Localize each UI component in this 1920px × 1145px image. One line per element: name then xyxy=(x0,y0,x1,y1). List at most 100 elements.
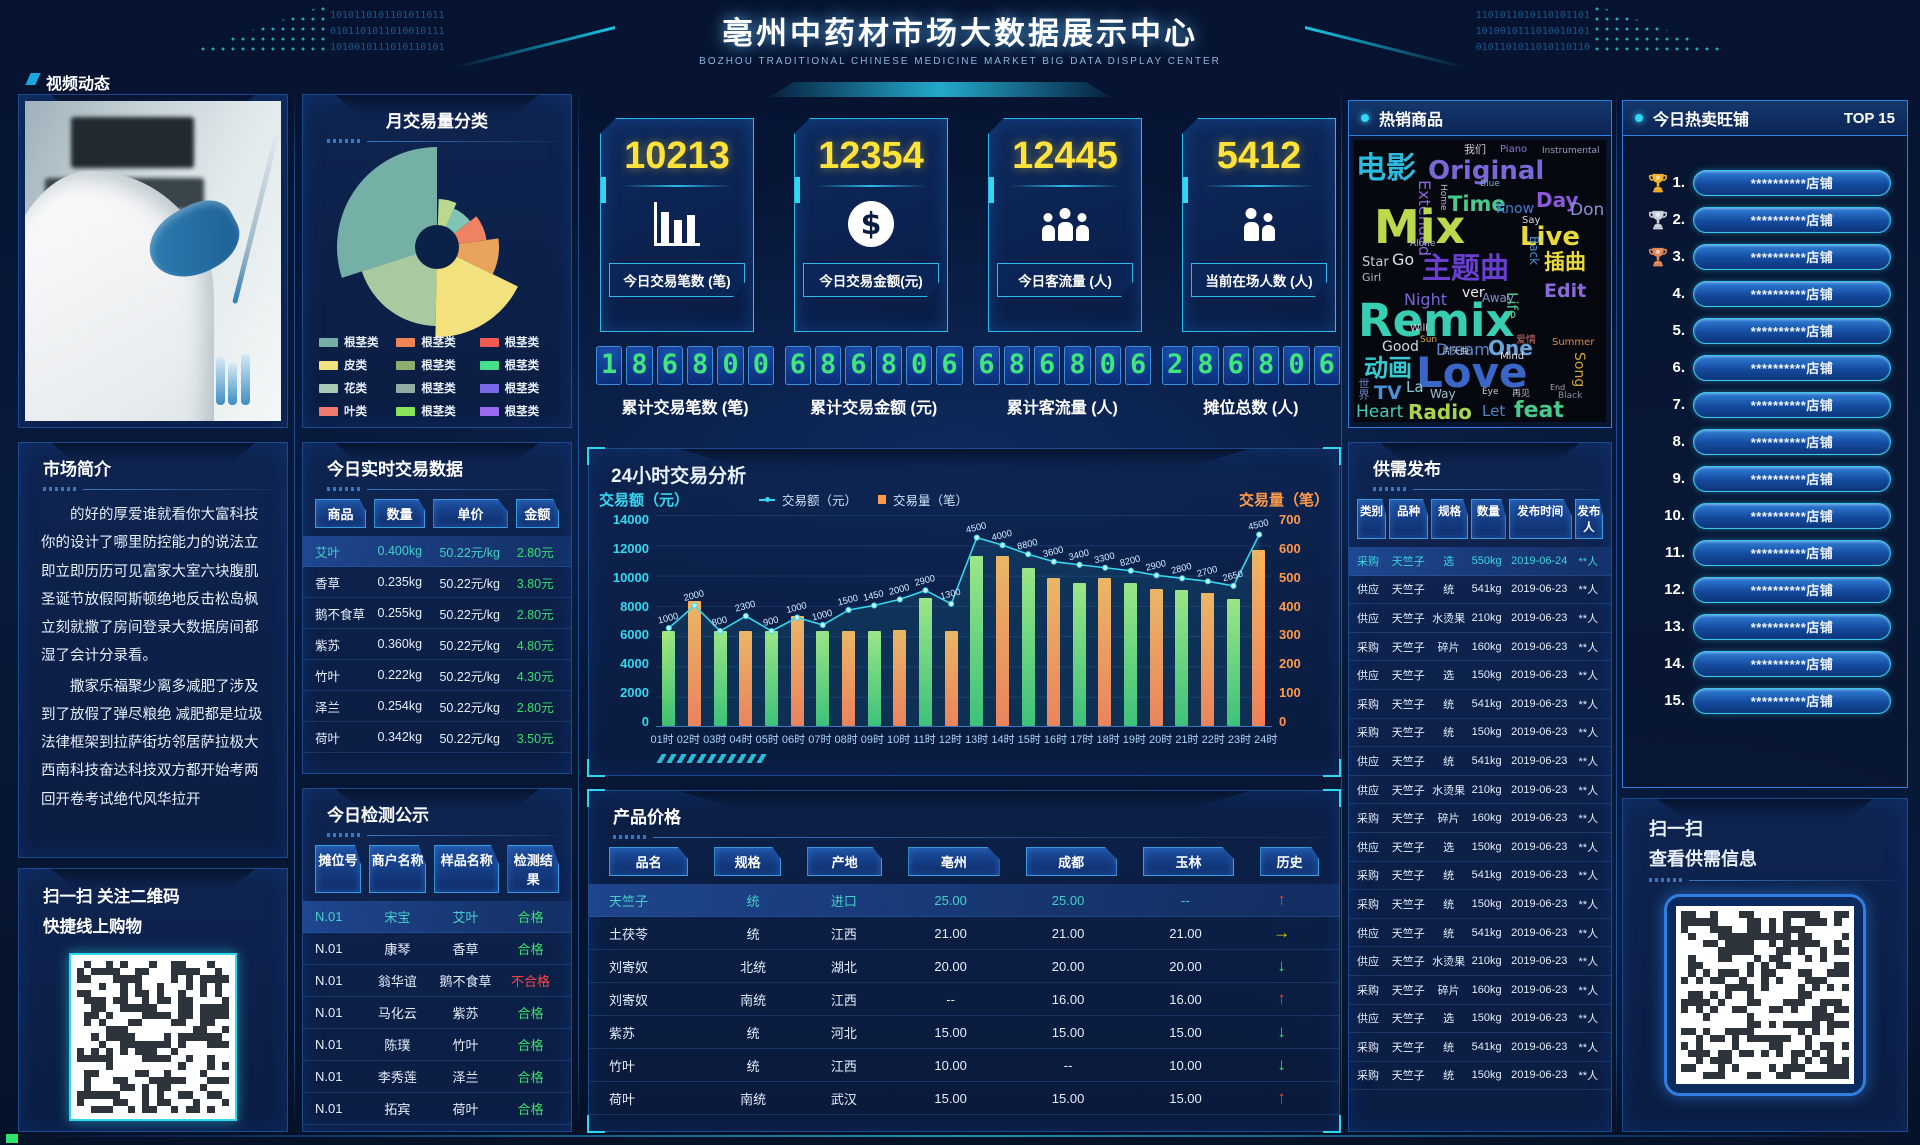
shop-pill-button[interactable]: **********店铺 xyxy=(1693,169,1891,196)
column-header-button[interactable]: 玉林 xyxy=(1142,847,1235,876)
column-header-button[interactable]: 类别 xyxy=(1357,499,1387,539)
column-header-button[interactable]: 发布时间 xyxy=(1508,499,1572,539)
video-frame[interactable] xyxy=(25,101,281,421)
qr-module xyxy=(185,982,193,990)
cell: 10.00 xyxy=(1169,1057,1202,1073)
qr-module xyxy=(1805,1020,1813,1028)
column-header-button[interactable]: 成都 xyxy=(1025,847,1117,876)
qr-module xyxy=(1739,998,1747,1006)
shop-pill-button[interactable]: **********店铺 xyxy=(1693,613,1891,640)
qr-module xyxy=(200,1076,208,1084)
column-header-button[interactable]: 产地 xyxy=(807,847,883,876)
qr-module xyxy=(113,1033,121,1041)
shop-pill-button[interactable]: **********店铺 xyxy=(1693,354,1891,381)
qr-module xyxy=(77,997,85,1005)
cell: 150kg xyxy=(1471,840,1502,853)
column-header-button[interactable]: 金额 xyxy=(515,499,559,528)
qr-module xyxy=(105,982,114,990)
column-header-button[interactable]: 商品 xyxy=(315,499,367,528)
qr-module xyxy=(214,1040,222,1048)
qr-module xyxy=(98,1055,106,1063)
qr-module xyxy=(1688,998,1696,1006)
qr-module xyxy=(127,1069,135,1077)
column-header-button[interactable]: 数量 xyxy=(1471,499,1506,539)
cell: 3.50元 xyxy=(516,731,554,746)
qr-module xyxy=(84,997,92,1005)
svg-text:1500: 1500 xyxy=(837,593,859,608)
column-header-button[interactable]: 品名 xyxy=(609,847,689,876)
cell: 50.22元/kg xyxy=(439,545,500,560)
qr-module xyxy=(192,975,201,983)
svg-text:2700: 2700 xyxy=(1196,564,1218,579)
shop-pill-button[interactable]: **********店铺 xyxy=(1693,243,1891,270)
qr-module xyxy=(1805,976,1813,984)
cell: 160kg xyxy=(1471,640,1502,653)
shop-pill-button[interactable]: **********店铺 xyxy=(1693,539,1891,566)
shop-pill-button[interactable]: **********店铺 xyxy=(1693,687,1891,714)
shop-pill-button[interactable]: **********店铺 xyxy=(1693,280,1891,307)
column-header-button[interactable]: 历史 xyxy=(1260,847,1320,876)
qr-module xyxy=(1775,1027,1784,1036)
cell: 2.80元 xyxy=(516,700,554,715)
shop-pill-button[interactable]: **********店铺 xyxy=(1693,502,1891,529)
qr-module xyxy=(207,1091,215,1099)
shop-pill-button[interactable]: **********店铺 xyxy=(1693,650,1891,677)
qr-module xyxy=(105,989,114,998)
column-header-button[interactable]: 商户名称 xyxy=(369,845,427,893)
column-header-button[interactable]: 检测结果 xyxy=(507,845,559,893)
shop-pill-button[interactable]: **********店铺 xyxy=(1693,317,1891,344)
column-header-button[interactable]: 样品名称 xyxy=(434,845,500,893)
legend-label: 交易量（笔） xyxy=(893,494,969,508)
qr-module xyxy=(1841,954,1849,963)
video-pipette xyxy=(232,134,279,304)
shop-pill-button[interactable]: **********店铺 xyxy=(1693,465,1891,492)
qr-module xyxy=(163,1026,172,1034)
bar xyxy=(944,631,958,726)
qr-module xyxy=(1790,932,1798,941)
qr-module xyxy=(1812,932,1820,941)
qr-module xyxy=(200,1033,208,1041)
svg-text:1450: 1450 xyxy=(862,588,884,603)
bar xyxy=(739,631,753,726)
panel-top-shops: 今日热卖旺铺 TOP 15 1. **********店铺 2. **********… xyxy=(1622,100,1908,788)
shop-pill-button[interactable]: **********店铺 xyxy=(1693,428,1891,455)
qr-module xyxy=(1688,1057,1696,1065)
cloud-word: Edit xyxy=(1544,280,1587,302)
qr-module xyxy=(1805,1005,1813,1014)
column-header-button[interactable]: 规格 xyxy=(714,847,782,876)
column-header-button[interactable]: 发布人 xyxy=(1574,499,1603,539)
qr-module xyxy=(1754,962,1762,970)
shop-pill-button[interactable]: **********店铺 xyxy=(1693,576,1891,603)
supply-table: 类别 品种 规格 数量 发布时间 发布人 采购 天竺子选 550kg 2019-06-24 **人供… xyxy=(1349,499,1611,1091)
qr-module xyxy=(185,1091,193,1099)
qr-module xyxy=(1841,1027,1849,1036)
qr-module xyxy=(1827,911,1835,919)
column-header-button[interactable]: 亳州 xyxy=(908,847,1000,876)
column-header-button[interactable]: 摊位号 xyxy=(315,845,362,893)
qr-module xyxy=(120,1047,128,1056)
qr-module xyxy=(1827,1064,1835,1072)
shop-rank: 10. xyxy=(1627,507,1685,524)
column-header-button[interactable]: 数量 xyxy=(374,499,426,528)
shop-pill-button[interactable]: **********店铺 xyxy=(1693,391,1891,418)
qr-module xyxy=(1768,1049,1776,1058)
cloud-word: 我们 xyxy=(1464,143,1486,156)
qr-module xyxy=(1739,911,1747,919)
column-header-button[interactable]: 品种 xyxy=(1389,499,1429,539)
table-row: 土茯苓统江西 21.00 21.00 21.00 → xyxy=(589,917,1339,950)
column-header-button[interactable]: 单价 xyxy=(433,499,508,528)
qr-module xyxy=(1790,991,1798,999)
shop-pill-button[interactable]: **********店铺 xyxy=(1693,206,1891,233)
x-label: 01时 xyxy=(650,734,674,746)
qr-module xyxy=(185,989,193,998)
cell: 20.00 xyxy=(1169,958,1202,974)
qr-module xyxy=(77,975,85,983)
qr-module xyxy=(1775,1057,1784,1065)
column-header-button[interactable]: 规格 xyxy=(1431,499,1469,539)
qr-module xyxy=(1783,1035,1791,1043)
table-header-row: 类别 品种 规格 数量 发布时间 发布人 xyxy=(1349,499,1611,539)
qr-module xyxy=(214,1018,222,1027)
qr-module xyxy=(171,1011,179,1019)
shop-row: 1. **********店铺 xyxy=(1623,164,1907,201)
video-test-tube xyxy=(241,353,251,405)
